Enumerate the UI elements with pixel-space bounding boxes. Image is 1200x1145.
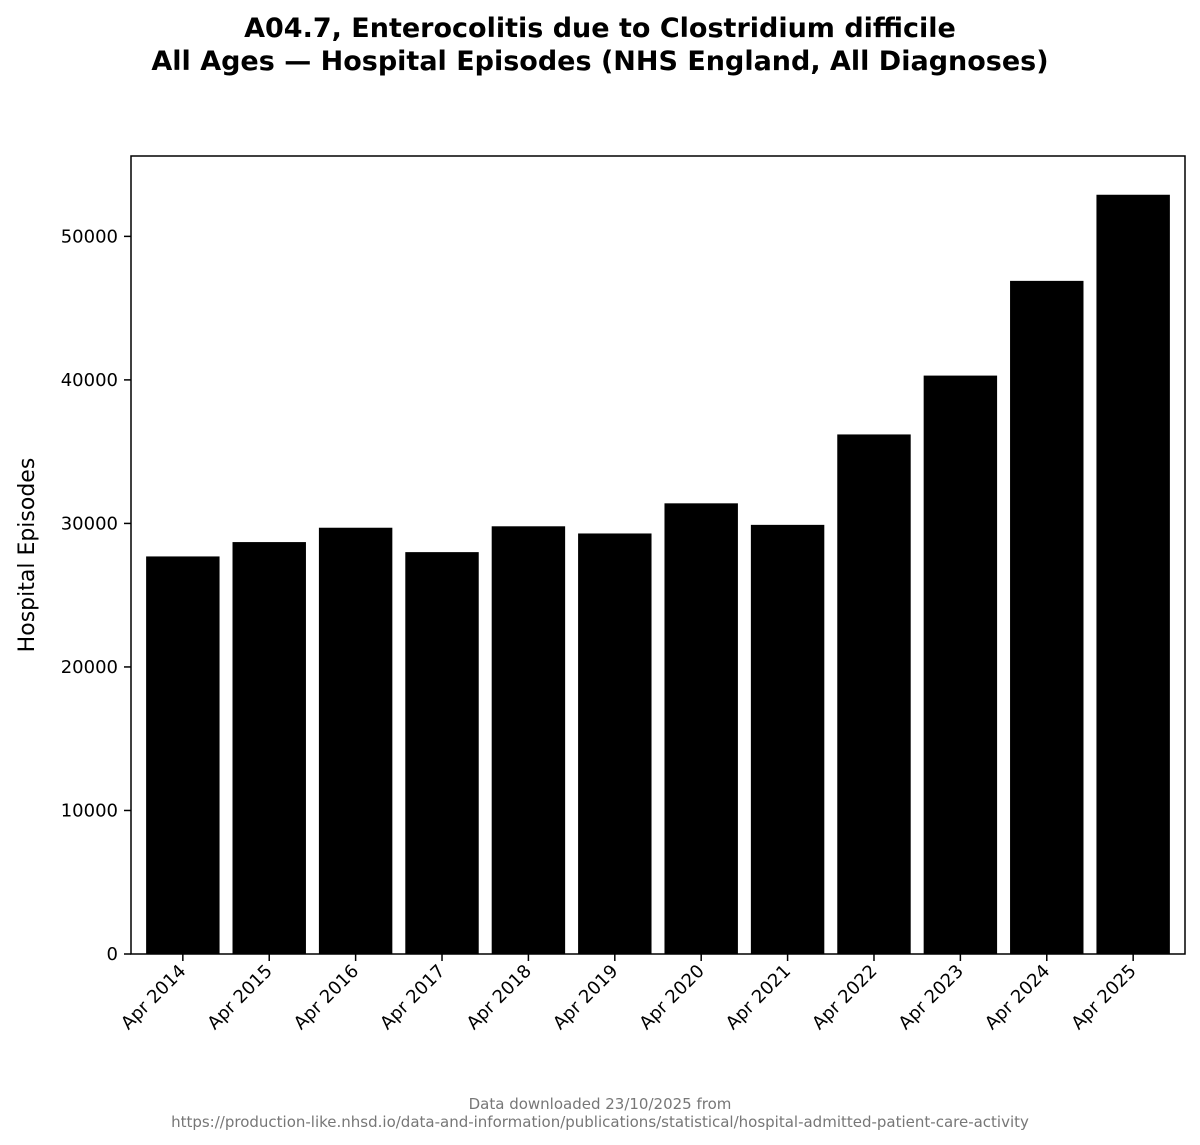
x-tick-label: Apr 2014 xyxy=(117,961,190,1034)
y-tick-label: 40000 xyxy=(61,370,118,391)
x-tick-label: Apr 2015 xyxy=(203,961,276,1034)
y-tick-label: 10000 xyxy=(61,800,118,821)
bar-apr-2025 xyxy=(1096,194,1170,954)
bar-apr-2017 xyxy=(405,552,479,954)
y-axis: 0 10000 20000 30000 40000 50000 xyxy=(61,226,131,965)
x-tick-label: Apr 2017 xyxy=(376,961,449,1034)
x-tick-label: Apr 2016 xyxy=(290,961,363,1034)
y-tick-label: 30000 xyxy=(61,513,118,534)
bar-apr-2024 xyxy=(1010,280,1084,954)
chart-title-line1: A04.7, Enterocolitis due to Clostridium … xyxy=(244,13,956,44)
x-tick-label: Apr 2018 xyxy=(463,961,536,1034)
y-tick-label: 20000 xyxy=(61,657,118,678)
bars-group xyxy=(146,194,1170,955)
x-tick-label: Apr 2021 xyxy=(722,961,795,1034)
bar-apr-2021 xyxy=(750,524,825,954)
x-tick-label: Apr 2020 xyxy=(635,961,708,1034)
y-axis-label: Hospital Episodes xyxy=(15,458,40,653)
bar-apr-2014 xyxy=(146,556,220,954)
bar-apr-2016 xyxy=(318,527,393,954)
plot-frame xyxy=(130,155,1186,955)
x-axis: Apr 2014 Apr 2015 Apr 2016 Apr 2017 Apr 2018… xyxy=(117,954,1141,1034)
bar-apr-2020 xyxy=(664,503,738,954)
x-tick-label: Apr 2022 xyxy=(808,961,881,1034)
y-tick-label: 50000 xyxy=(61,226,118,247)
x-tick-label: Apr 2023 xyxy=(895,961,968,1034)
footer-source-url: https://production-like.nhsd.io/data-and… xyxy=(171,1113,1029,1131)
bar-apr-2015 xyxy=(232,542,306,954)
bar-apr-2018 xyxy=(491,526,566,954)
bar-apr-2022 xyxy=(837,434,911,954)
x-tick-label: Apr 2019 xyxy=(549,961,622,1034)
x-tick-label: Apr 2025 xyxy=(1067,961,1140,1034)
chart-title-line2: All Ages — Hospital Episodes (NHS Englan… xyxy=(151,46,1049,77)
y-tick-label: 0 xyxy=(107,944,118,965)
bar-apr-2019 xyxy=(578,533,652,954)
x-tick-label: Apr 2024 xyxy=(981,961,1054,1034)
footer-line1: Data downloaded 23/10/2025 from xyxy=(468,1095,732,1113)
bar-apr-2023 xyxy=(923,375,998,955)
